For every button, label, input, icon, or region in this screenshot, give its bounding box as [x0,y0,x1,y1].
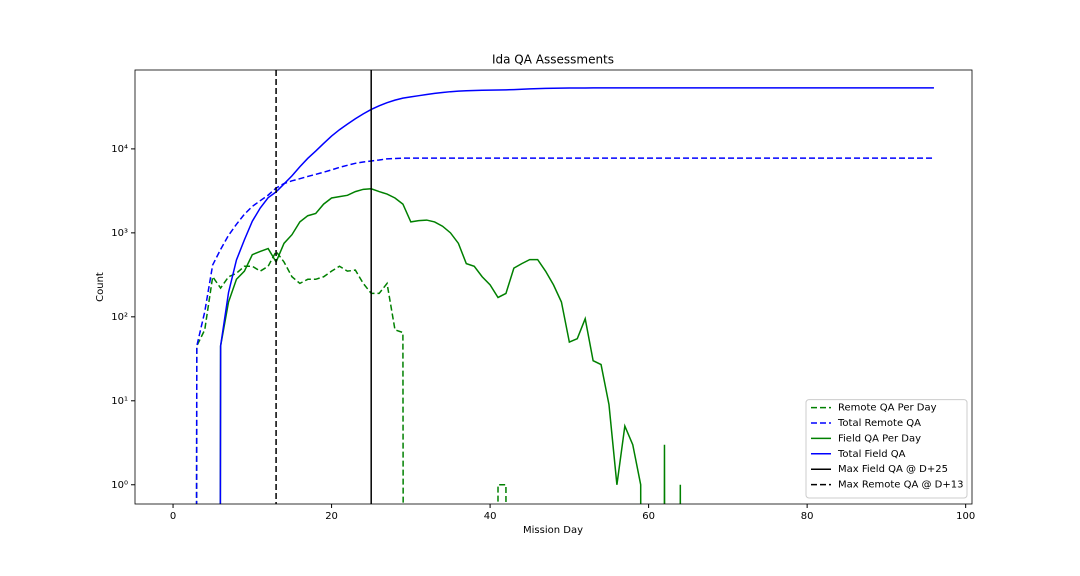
x-tick-label: 40 [484,511,497,522]
y-tick-label: 10¹ [111,396,128,407]
series-line [195,250,507,504]
y-tick-label: 10³ [111,228,128,239]
x-axis-label: Mission Day [523,525,583,536]
y-tick-label: 10² [111,312,128,323]
legend-label: Field QA Per Day [838,433,921,444]
y-axis-label: Count [95,272,106,302]
x-tick-label: 80 [801,511,814,522]
y-tick-label: 10⁰ [111,480,128,491]
x-tick-label: 0 [170,511,176,522]
series-line [219,87,934,504]
chart-title: Ida QA Assessments [492,53,614,67]
series-line [195,157,934,504]
legend-label: Total Field QA [837,449,906,460]
legend-label: Max Field QA @ D+25 [838,464,948,475]
legend-label: Max Remote QA @ D+13 [838,480,964,491]
y-tick-label: 10⁴ [111,144,128,155]
x-tick-label: 60 [642,511,655,522]
x-tick-label: 100 [956,511,975,522]
legend-box [805,399,968,499]
axes-frame [134,69,973,505]
legend-label: Total Remote QA [837,418,921,429]
series-line [219,188,682,504]
legend-label: Remote QA Per Day [838,403,937,414]
plot-area [195,70,934,504]
x-tick-label: 20 [325,511,338,522]
